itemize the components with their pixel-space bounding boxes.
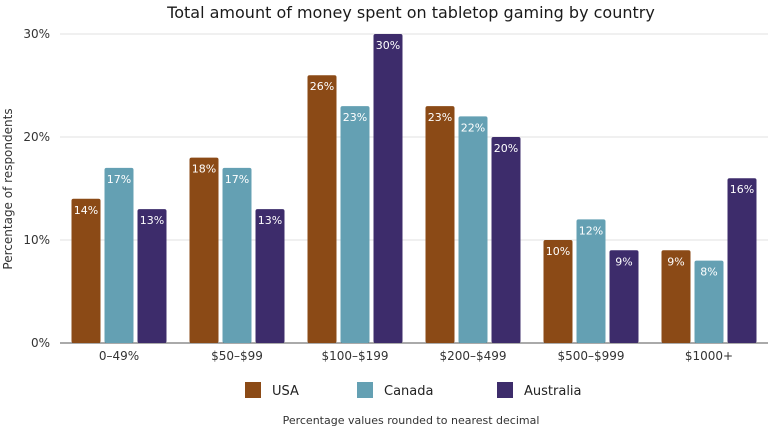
bar-data-label: 13% xyxy=(258,214,282,227)
bar-data-label: 9% xyxy=(615,255,632,268)
x-tick-label: $100–$199 xyxy=(321,349,388,363)
bar-data-label: 26% xyxy=(310,80,334,93)
y-tick-label: 0% xyxy=(31,336,50,350)
bar xyxy=(576,219,606,343)
bar xyxy=(307,75,337,343)
bars: 14% 17% 13% 18% 17% 13% 26% 23% 30% 23% 22% 20% 10% 1… xyxy=(71,34,757,344)
bar xyxy=(104,167,134,343)
bar-data-label: 17% xyxy=(107,173,131,186)
bar-data-label: 20% xyxy=(494,142,518,155)
bar-data-label: 30% xyxy=(376,39,400,52)
x-axis: 0–49% $50–$99 $100–$199 $200–$499 $500–$999 $… xyxy=(99,349,733,363)
bar-data-label: 14% xyxy=(74,204,98,217)
bar xyxy=(373,34,403,343)
bar-data-label: 9% xyxy=(667,255,684,268)
gridlines: 0% 10% 20% 30% xyxy=(23,27,768,350)
bar xyxy=(458,116,488,344)
x-tick-label: $500–$999 xyxy=(557,349,624,363)
bar xyxy=(222,167,252,343)
legend-swatch xyxy=(497,382,513,398)
bar xyxy=(727,178,757,343)
bar xyxy=(425,106,455,343)
bar xyxy=(543,240,573,343)
bar-data-label: 16% xyxy=(730,183,754,196)
bar xyxy=(694,260,724,343)
bar-data-label: 12% xyxy=(579,224,603,237)
bar xyxy=(255,209,285,343)
bar-data-label: 13% xyxy=(140,214,164,227)
bar-data-label: 23% xyxy=(428,111,452,124)
bar xyxy=(661,250,691,343)
x-tick-label: 0–49% xyxy=(99,349,139,363)
bar xyxy=(609,250,639,343)
bar-data-label: 17% xyxy=(225,173,249,186)
bar-data-label: 23% xyxy=(343,111,367,124)
bar xyxy=(71,198,101,343)
chart-note: Percentage values rounded to nearest dec… xyxy=(283,414,540,427)
bar xyxy=(189,157,219,343)
legend-swatch xyxy=(357,382,373,398)
legend: USA Canada Australia xyxy=(245,382,582,399)
legend-label: Canada xyxy=(384,384,433,399)
bar-data-label: 18% xyxy=(192,163,216,176)
legend-label: USA xyxy=(272,384,299,399)
legend-label: Australia xyxy=(524,384,582,399)
bar-data-label: 22% xyxy=(461,121,485,134)
y-axis-label: Percentage of respondents xyxy=(1,108,15,269)
x-tick-label: $1000+ xyxy=(685,349,733,363)
legend-swatch xyxy=(245,382,261,398)
x-tick-label: $200–$499 xyxy=(439,349,506,363)
chart-title: Total amount of money spent on tabletop … xyxy=(166,3,655,22)
y-tick-label: 10% xyxy=(23,233,50,247)
bar xyxy=(491,137,521,343)
bar-data-label: 10% xyxy=(546,245,570,258)
bar-data-label: 8% xyxy=(700,266,717,279)
x-tick-label: $50–$99 xyxy=(211,349,263,363)
y-tick-label: 20% xyxy=(23,130,50,144)
bar xyxy=(137,209,167,343)
y-tick-label: 30% xyxy=(23,27,50,41)
bar xyxy=(340,106,370,343)
